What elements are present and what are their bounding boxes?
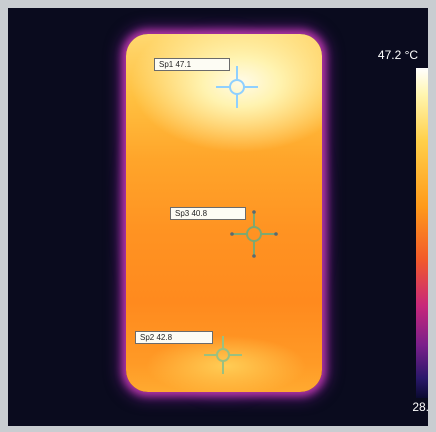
thermal-image: Sp1 47.1 Sp3 40.8 Sp2 42.8 xyxy=(8,8,428,426)
spot-label-sp1: Sp1 47.1 xyxy=(154,58,230,71)
spot-label-sp2: Sp2 42.8 xyxy=(135,331,213,344)
scale-min-label: 28.7 xyxy=(412,400,428,414)
crosshair-icon[interactable] xyxy=(228,208,280,260)
temperature-color-bar xyxy=(416,68,428,398)
spot-label-sp3: Sp3 40.8 xyxy=(170,207,246,220)
scale-max-label: 47.2 °C xyxy=(377,48,419,62)
crosshair-icon[interactable] xyxy=(200,332,246,378)
crosshair-icon[interactable] xyxy=(210,60,260,110)
